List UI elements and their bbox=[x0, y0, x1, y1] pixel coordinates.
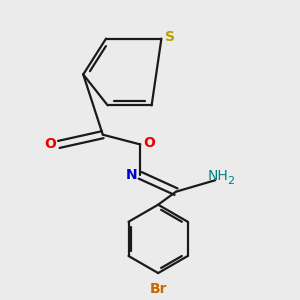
Text: N: N bbox=[125, 168, 137, 182]
Text: O: O bbox=[143, 136, 154, 151]
Text: Br: Br bbox=[149, 282, 167, 296]
Text: NH: NH bbox=[207, 169, 228, 183]
Text: O: O bbox=[44, 137, 56, 152]
Text: 2: 2 bbox=[227, 176, 234, 186]
Text: S: S bbox=[164, 30, 175, 44]
